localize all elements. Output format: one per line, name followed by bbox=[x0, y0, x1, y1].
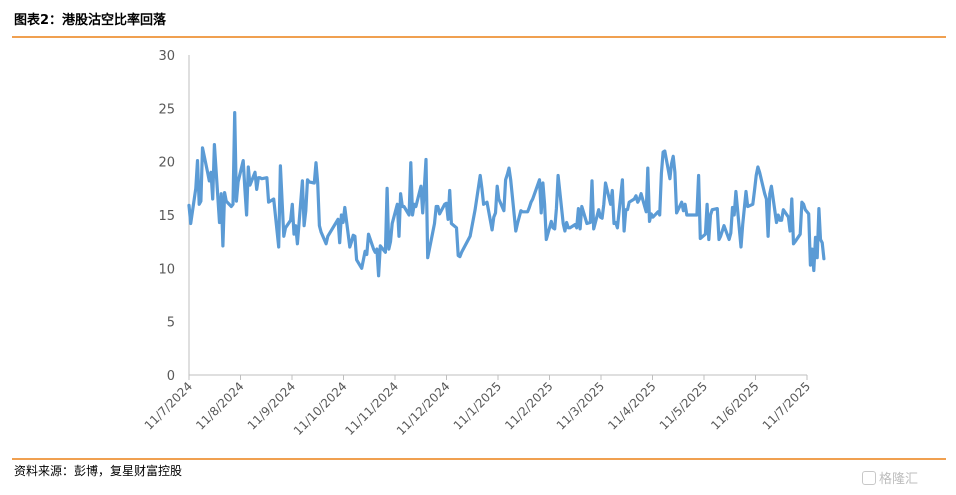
x-tick-label: 11/4/2025 bbox=[605, 379, 658, 432]
header-rule bbox=[12, 36, 946, 38]
watermark-logo-icon bbox=[862, 470, 876, 485]
x-tick-label: 11/11/2024 bbox=[342, 379, 401, 438]
x-tick-label: 11/7/2025 bbox=[760, 379, 813, 432]
x-tick-label: 11/9/2024 bbox=[245, 379, 298, 432]
x-tick-label: 11/5/2025 bbox=[657, 379, 710, 432]
x-tick-label: 11/12/2024 bbox=[394, 379, 453, 438]
x-tick-label: 11/2/2025 bbox=[502, 379, 555, 432]
footer-rule bbox=[12, 458, 946, 460]
y-tick-label: 20 bbox=[158, 156, 175, 171]
chart-title: 图表2：港股沽空比率回落 bbox=[14, 13, 167, 28]
y-tick-label: 5 bbox=[167, 316, 175, 331]
y-tick-label: 25 bbox=[158, 102, 175, 117]
watermark: 格隆汇 bbox=[862, 468, 918, 487]
y-tick-label: 30 bbox=[158, 49, 175, 64]
x-tick-label: 11/3/2025 bbox=[554, 379, 607, 432]
y-tick-label: 10 bbox=[158, 262, 175, 277]
x-tick-label: 11/10/2024 bbox=[291, 379, 350, 438]
series-line bbox=[187, 110, 826, 278]
watermark-text: 格隆汇 bbox=[879, 472, 919, 487]
y-tick-label: 15 bbox=[158, 209, 175, 224]
x-tick-label: 11/7/2024 bbox=[142, 379, 195, 432]
x-tick-label: 11/8/2024 bbox=[193, 379, 246, 432]
x-tick-label: 11/1/2025 bbox=[451, 379, 504, 432]
x-tick-label: 11/6/2025 bbox=[708, 379, 761, 432]
source-note: 资料来源：彭博，复星财富控股 bbox=[14, 464, 183, 478]
y-tick-label: 0 bbox=[167, 369, 175, 384]
